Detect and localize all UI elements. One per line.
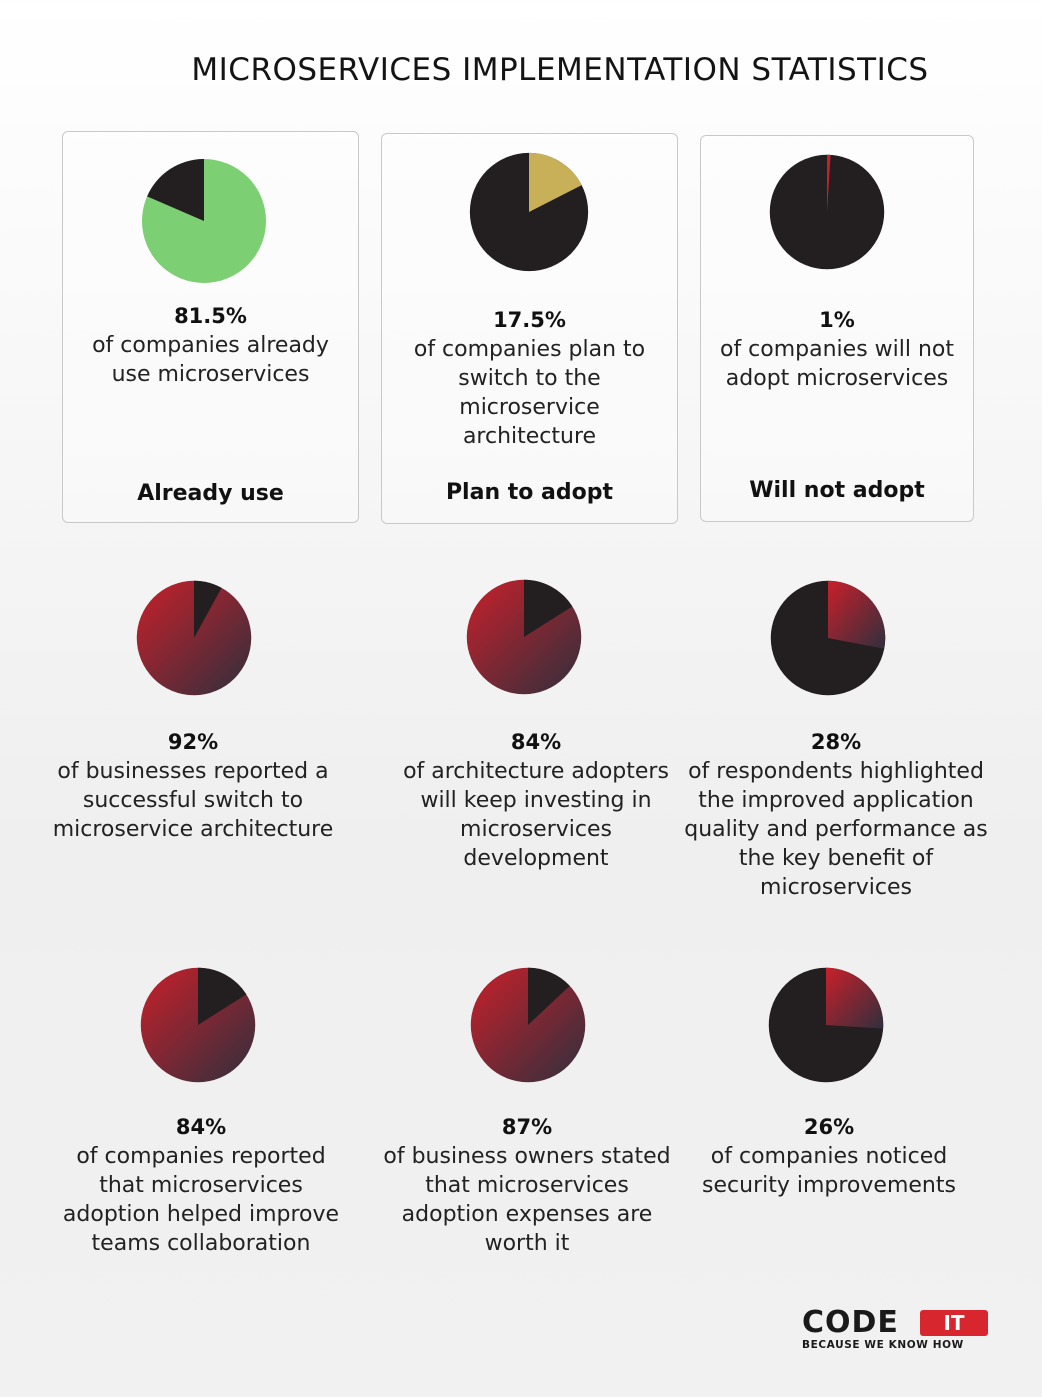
stat-description: of business owners stated that microserv…: [383, 1144, 671, 1256]
pie-remainder-slice: [198, 967, 247, 1025]
stat-percent: 17.5%: [493, 308, 566, 332]
stat-percent: 81.5%: [174, 304, 247, 328]
stat-description: of companies reported that microservices…: [62, 1144, 340, 1256]
card-plan-to-adopt: 17.5% of companies plan to switch to the…: [381, 133, 678, 524]
pie-chart: [769, 154, 885, 270]
pie-value-slice: [529, 152, 582, 212]
pie-chart: [768, 967, 884, 1083]
stat-block: 84% of architecture adopters will keep i…: [388, 575, 684, 945]
stat-description: of companies will not adopt microservice…: [719, 337, 955, 391]
pie-chart: [142, 159, 266, 283]
stat-percent: 87%: [501, 1115, 553, 1139]
stat-block: 26% of companies noticed security improv…: [684, 962, 974, 1292]
stat-percent: 84%: [510, 730, 562, 754]
stat-percent: 26%: [803, 1115, 855, 1139]
stat-percent: 84%: [175, 1115, 227, 1139]
stat-description: of businesses reported a successful swit…: [52, 759, 334, 842]
codeit-logo: CODE IT BECAUSE WE KNOW HOW: [802, 1308, 988, 1352]
card-label: Plan to adopt: [445, 480, 614, 505]
stat-block: 84% of companies reported that microserv…: [56, 962, 346, 1292]
stat-percent: 92%: [167, 730, 219, 754]
pie-remainder-slice: [147, 159, 204, 221]
stat-description: of architecture adopters will keep inves…: [403, 759, 669, 871]
pie-remainder-slice: [528, 967, 570, 1025]
stat-block: 87% of business owners stated that micro…: [382, 962, 672, 1292]
pie-value-slice: [826, 967, 884, 1029]
pie-chart: [466, 579, 582, 695]
pie-remainder-slice: [194, 580, 222, 638]
stat-percent: 1%: [819, 308, 855, 332]
stat-description: of companies noticed security improvemen…: [702, 1144, 956, 1198]
logo-code-text: CODE: [802, 1305, 899, 1340]
pie-value-slice: [828, 580, 886, 649]
card-already-use: 81.5% of companies already use microserv…: [62, 131, 359, 523]
stat-description: of respondents highlighted the improved …: [684, 759, 988, 900]
pie-chart: [140, 967, 256, 1083]
page-title: MICROSERVICES IMPLEMENTATION STATISTICS: [191, 52, 929, 88]
pie-chart: [469, 152, 589, 272]
pie-chart: [136, 580, 252, 696]
card-label: Will not adopt: [749, 478, 925, 503]
stat-percent: 28%: [810, 730, 862, 754]
card-will-not-adopt: 1% of companies will not adopt microserv…: [700, 135, 974, 522]
stat-block: 92% of businesses reported a successful …: [48, 575, 338, 945]
pie-chart: [770, 580, 886, 696]
stat-description: of companies already use microservices: [92, 333, 329, 387]
pie-value-slice: [827, 154, 831, 212]
stat-description: of companies plan to switch to the micro…: [413, 337, 646, 449]
pie-chart: [470, 967, 586, 1083]
card-label: Already use: [137, 481, 284, 506]
logo-it-badge: IT: [920, 1310, 988, 1336]
logo-tagline: BECAUSE WE KNOW HOW: [802, 1339, 964, 1351]
stat-block: 28% of respondents highlighted the impro…: [684, 575, 988, 945]
pie-remainder-slice: [524, 579, 573, 637]
